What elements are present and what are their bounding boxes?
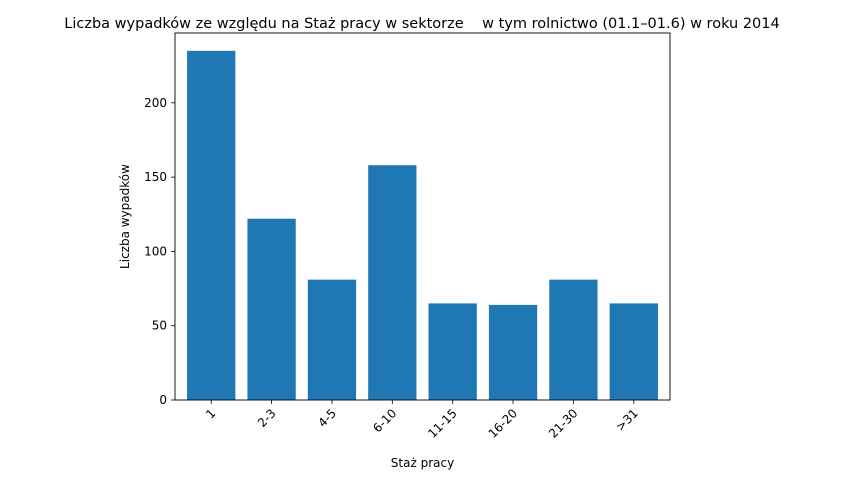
y-tick-label: 50 xyxy=(152,319,167,333)
x-tick-label: 6-10 xyxy=(370,406,399,435)
bar->31 xyxy=(609,303,658,400)
x-tick-label: 16-20 xyxy=(486,406,521,441)
bar-2-3 xyxy=(247,218,296,400)
x-tick-label: 21-30 xyxy=(546,406,581,441)
bar-6-10 xyxy=(368,165,417,400)
x-tick-label: 11-15 xyxy=(425,406,460,441)
chart-title: Liczba wypadków ze względu na Staż pracy… xyxy=(64,16,779,32)
y-tick-label: 200 xyxy=(144,96,167,110)
y-tick-label: 150 xyxy=(144,170,167,184)
y-tick-label: 0 xyxy=(159,393,167,407)
plot-frame xyxy=(174,32,671,401)
x-tick-label: 2-3 xyxy=(255,406,279,430)
y-axis: 0 50 100 150 200 xyxy=(144,96,175,407)
x-tick-label: 1 xyxy=(203,406,218,421)
bar-1 xyxy=(187,50,236,401)
bar-16-20 xyxy=(488,304,538,400)
bar-11-15 xyxy=(428,303,477,400)
x-axis-title: Staż pracy xyxy=(391,456,454,470)
x-axis: 1 2-3 4-5 6-10 11-15 16-20 21-30 >31 xyxy=(203,400,641,441)
bar-4-5 xyxy=(307,279,357,400)
x-tick-label: 4-5 xyxy=(315,406,339,430)
x-tick-label: >31 xyxy=(613,406,641,434)
y-tick-label: 100 xyxy=(144,244,167,258)
bars-group xyxy=(187,50,658,401)
bar-21-30 xyxy=(549,279,598,400)
y-axis-title: Liczba wypadków xyxy=(118,164,132,269)
